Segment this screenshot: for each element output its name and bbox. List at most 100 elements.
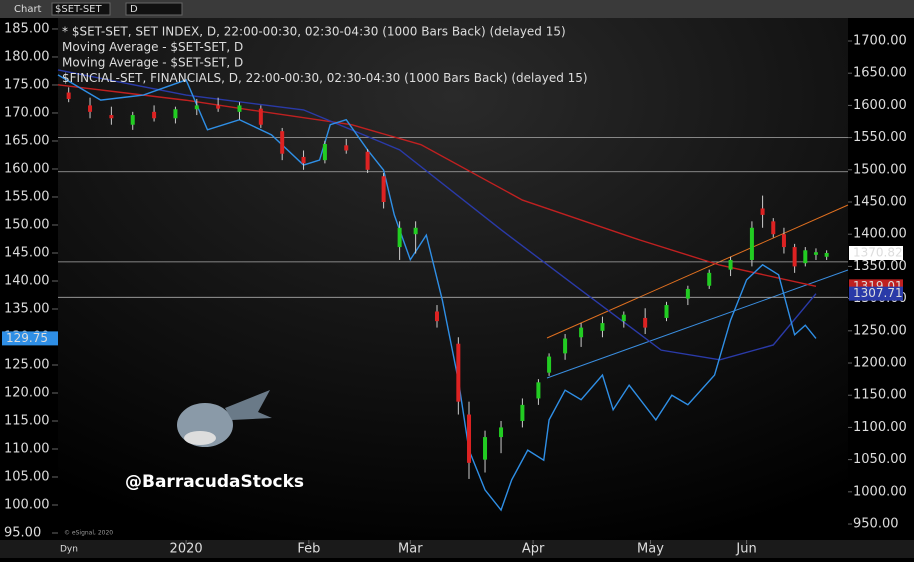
candle-body [152, 111, 157, 119]
copyright: © eSignal, 2020 [64, 530, 113, 537]
y-tick-label: 105.00 [4, 469, 50, 484]
x-tick-label: Apr [522, 542, 545, 557]
candle-body [563, 338, 568, 354]
y2-tick-label: 1500.00 [853, 162, 907, 177]
x-tick-label: Jun [735, 542, 756, 557]
candle-body [792, 247, 797, 267]
y-tick-label: 135.00 [4, 301, 50, 316]
candle-body [216, 105, 221, 109]
x-tick-label: 2020 [170, 542, 203, 557]
candle-body [760, 208, 765, 215]
x-axis-band [0, 540, 914, 558]
y-tick-label: 160.00 [4, 161, 50, 176]
price-tag [849, 286, 903, 301]
candle-body [413, 227, 418, 235]
candle-body [685, 288, 690, 299]
interval-box[interactable] [125, 2, 183, 16]
y-tick-label: 125.00 [4, 357, 50, 372]
y2-tick-label: 1100.00 [853, 420, 907, 435]
price-tag-label: 1307.71 [853, 286, 903, 300]
candle-body [381, 176, 386, 203]
candle-body [781, 234, 786, 248]
y-tick-label: 165.00 [4, 133, 50, 148]
y2-tick-label: 1700.00 [853, 33, 907, 48]
y-tick-label: 150.00 [4, 217, 50, 232]
trend-line [546, 269, 849, 379]
candle-body [547, 356, 552, 373]
candle-body [130, 115, 135, 125]
series-line [57, 74, 817, 512]
y2-tick-label: 1450.00 [853, 195, 907, 210]
candle-body [728, 259, 733, 270]
y-tick-label: 140.00 [4, 273, 50, 288]
candle-body [600, 323, 605, 331]
candle-body [280, 131, 285, 154]
y2-tick-label: 1600.00 [853, 98, 907, 113]
y-tick-label: 170.00 [4, 105, 50, 120]
y2-tick-label: 1200.00 [853, 356, 907, 371]
candle-body [621, 314, 626, 322]
watermark: @BarracudaStocks [125, 472, 304, 492]
candle-body [483, 437, 488, 460]
plot-area [58, 18, 848, 540]
candle-body [237, 105, 242, 112]
candle-body [749, 227, 754, 260]
x-tick-label: Feb [297, 542, 320, 557]
x-tick-label: Mar [398, 542, 423, 557]
candle-body [194, 105, 199, 110]
y2-tick-label: 1000.00 [853, 484, 907, 499]
candle-body [499, 427, 504, 438]
candle-body [579, 327, 584, 338]
candle-body [643, 317, 648, 328]
toolbar [0, 0, 914, 18]
price-tag [849, 245, 903, 260]
y-tick-label: 120.00 [4, 385, 50, 400]
y-tick-label: 180.00 [4, 49, 50, 64]
candle-body [88, 105, 93, 112]
legend-entry: $FINCIAL-SET, FINANCIALS, D, 22:00-00:30… [62, 71, 588, 85]
y-tick-label: 175.00 [4, 77, 50, 92]
candle-body [397, 227, 402, 248]
candle-body [301, 156, 306, 164]
trend-line [546, 204, 849, 339]
candle-body [467, 414, 472, 463]
candle-body [434, 311, 439, 322]
y-tick-label: 110.00 [4, 441, 50, 456]
candle-body [258, 108, 263, 125]
legend-entry: Moving Average - $SET-SET, D [62, 56, 243, 70]
interval[interactable]: D [130, 4, 138, 15]
y2-tick-label: 1150.00 [853, 388, 907, 403]
candle-body [365, 151, 370, 170]
y-tick-label: 145.00 [4, 245, 50, 260]
series-line [57, 69, 817, 361]
y2-tick-label: 1650.00 [853, 66, 907, 81]
window-title: Chart [14, 4, 42, 15]
y-tick-label: 100.00 [4, 497, 50, 512]
price-tag-label: 129.75 [6, 331, 48, 345]
y2-tick-label: 1400.00 [853, 227, 907, 242]
symbol[interactable]: $SET-SET [55, 4, 102, 15]
candle-body [456, 343, 461, 402]
candle-body [173, 109, 178, 119]
symbol-box[interactable] [51, 2, 111, 16]
price-tag-label: 1370.82 [853, 245, 903, 259]
candle-body [322, 144, 327, 161]
candle-body [520, 404, 525, 421]
candle-body [109, 115, 114, 119]
candle-body [66, 92, 71, 99]
logo [177, 390, 272, 447]
candle-body [707, 272, 712, 286]
y-tick-label: 95.00 [4, 525, 41, 540]
candle-body [824, 252, 829, 257]
candle-body [771, 221, 776, 235]
legend-entry: Moving Average - $SET-SET, D [62, 40, 243, 54]
y2-tick-label: 1050.00 [853, 452, 907, 467]
y2-tick-label: 1250.00 [853, 323, 907, 338]
y-tick-label: 155.00 [4, 189, 50, 204]
mode[interactable]: Dyn [60, 545, 78, 555]
legend-entry: * $SET-SET, SET INDEX, D, 22:00-00:30, 0… [62, 25, 566, 39]
y-tick-label: 115.00 [4, 413, 50, 428]
candle-body [536, 382, 541, 399]
candle-body [803, 250, 808, 264]
